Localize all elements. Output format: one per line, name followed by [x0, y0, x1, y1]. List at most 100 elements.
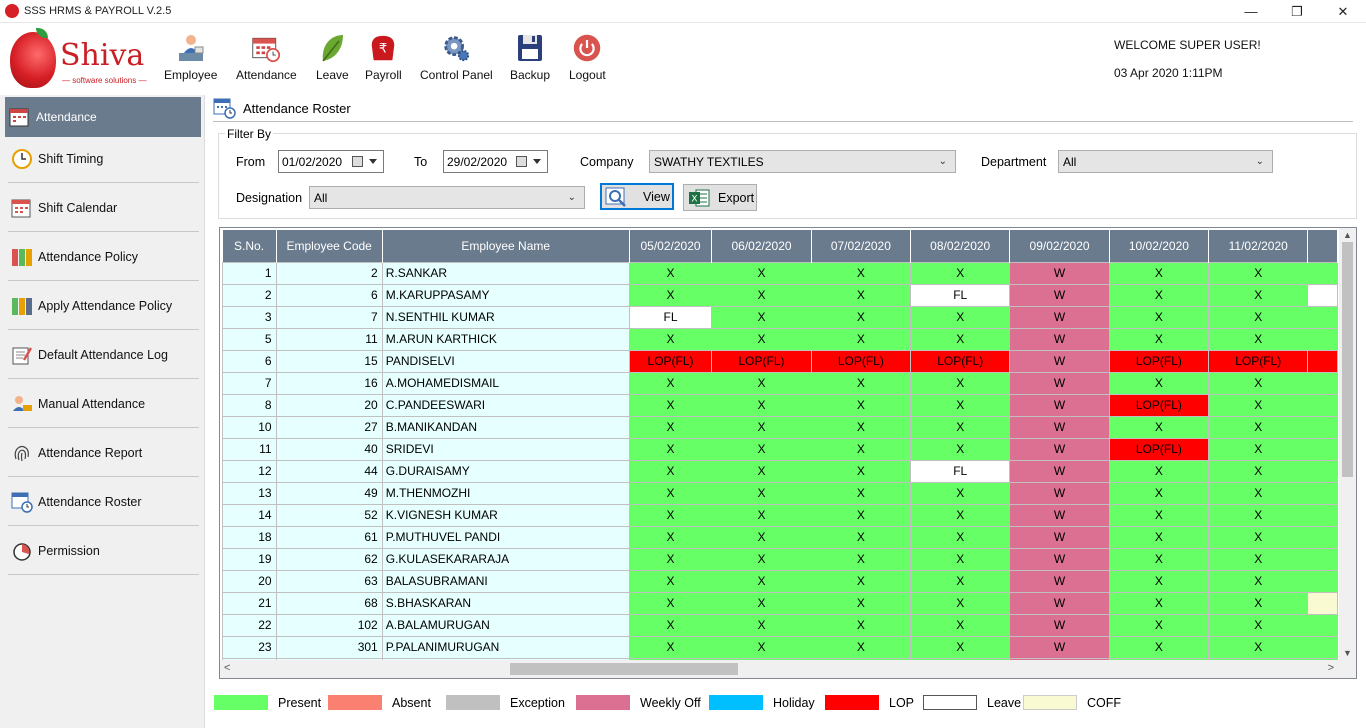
attendance-cell[interactable] [1307, 635, 1338, 659]
attendance-cell[interactable] [1307, 569, 1338, 593]
attendance-cell[interactable] [1307, 481, 1338, 505]
attendance-cell[interactable]: X [910, 613, 1011, 637]
attendance-cell[interactable]: X [628, 327, 713, 351]
attendance-cell[interactable]: X [910, 393, 1011, 417]
attendance-cell[interactable] [1307, 657, 1338, 660]
attendance-cell[interactable]: X [1208, 459, 1309, 483]
attendance-cell[interactable]: X [628, 591, 713, 615]
attendance-cell[interactable]: X [628, 261, 713, 285]
attendance-cell[interactable]: W [1009, 305, 1110, 329]
attendance-cell[interactable]: X [1208, 481, 1309, 505]
attendance-cell[interactable]: X [628, 437, 713, 461]
attendance-cell[interactable]: FL [910, 283, 1011, 307]
attendance-cell[interactable]: X [628, 371, 713, 395]
attendance-cell[interactable]: X [810, 613, 912, 637]
table-row[interactable]: 5 11 M.ARUN KARTHICK X X X X W X X [222, 327, 1338, 351]
roster-grid[interactable]: S.No. Employee Code Employee Name 05/02/202… [219, 227, 1357, 679]
attendance-cell[interactable]: LOP(FL) [1108, 349, 1210, 373]
table-row[interactable]: 12 44 G.DURAISAMY X X X FL W X X [222, 459, 1338, 483]
table-row[interactable]: 22 102 A.BALAMURUGAN X X X X W X X [222, 613, 1338, 637]
toolbar-attendance-button[interactable]: Attendance [236, 31, 297, 82]
toolbar-leave-button[interactable]: Leave [316, 31, 349, 82]
attendance-cell[interactable]: X [711, 437, 812, 461]
table-row[interactable]: 11 40 SRIDEVI X X X X W LOP(FL) X [222, 437, 1338, 461]
designation-select[interactable]: All ⌄ [309, 186, 585, 209]
attendance-cell[interactable]: X [810, 283, 912, 307]
attendance-cell[interactable]: LOP(FL) [1108, 437, 1210, 461]
attendance-cell[interactable]: W [1009, 569, 1110, 593]
attendance-cell[interactable]: X [1108, 371, 1210, 395]
scroll-down-icon[interactable]: ▼ [1343, 648, 1352, 658]
attendance-cell[interactable]: X [711, 459, 812, 483]
attendance-cell[interactable]: W [1009, 613, 1110, 637]
sidebar-item-shift-timing[interactable]: Shift Timing [8, 135, 199, 183]
toolbar-employee-button[interactable]: Employee [164, 31, 217, 82]
attendance-cell[interactable]: X [810, 569, 912, 593]
attendance-cell[interactable]: X [711, 393, 812, 417]
table-row[interactable]: 19 62 G.KULASEKARARAJA X X X X W X X [222, 547, 1338, 571]
column-header[interactable]: 06/02/2020 [711, 230, 812, 262]
attendance-cell[interactable]: X [628, 393, 713, 417]
sidebar-item-attendance-roster[interactable]: Attendance Roster [8, 478, 199, 526]
attendance-cell[interactable]: X [711, 305, 812, 329]
attendance-cell[interactable]: X [810, 327, 912, 351]
attendance-cell[interactable]: X [1208, 437, 1309, 461]
attendance-cell[interactable] [1307, 261, 1338, 285]
scroll-up-icon[interactable]: ▲ [1343, 230, 1352, 240]
attendance-cell[interactable]: X [1108, 613, 1210, 637]
attendance-cell[interactable]: X [1208, 305, 1309, 329]
attendance-cell[interactable]: X [1208, 591, 1309, 615]
attendance-cell[interactable]: X [910, 327, 1011, 351]
column-header[interactable]: S.No. [222, 230, 277, 262]
column-header[interactable]: 05/02/2020 [629, 230, 713, 262]
attendance-cell[interactable]: X [1108, 305, 1210, 329]
attendance-cell[interactable] [1307, 503, 1338, 527]
attendance-cell[interactable] [1307, 459, 1338, 483]
minimize-button[interactable]: — [1244, 4, 1258, 19]
attendance-cell[interactable]: X [711, 481, 812, 505]
attendance-cell[interactable]: X [910, 547, 1011, 571]
attendance-cell[interactable]: X [628, 459, 713, 483]
scroll-left-icon[interactable]: < [224, 662, 231, 674]
attendance-cell[interactable]: W [1009, 371, 1110, 395]
column-header[interactable]: Employee Code [276, 230, 383, 262]
company-select[interactable]: SWATHY TEXTILES ⌄ [649, 150, 956, 173]
table-row[interactable]: 3 7 N.SENTHIL KUMAR FL X X X W X X [222, 305, 1338, 329]
attendance-cell[interactable]: X [1108, 635, 1210, 659]
attendance-cell[interactable]: W [1009, 261, 1110, 285]
attendance-cell[interactable]: X [711, 613, 812, 637]
attendance-cell[interactable]: W [1009, 459, 1110, 483]
attendance-cell[interactable] [1307, 371, 1338, 395]
attendance-cell[interactable]: X [1108, 283, 1210, 307]
sidebar-item-shift-calendar[interactable]: Shift Calendar [8, 184, 199, 232]
attendance-cell[interactable]: X [1108, 459, 1210, 483]
attendance-cell[interactable]: X [1108, 525, 1210, 549]
attendance-cell[interactable]: X [910, 437, 1011, 461]
attendance-cell[interactable]: X [711, 569, 812, 593]
attendance-cell[interactable]: X [810, 371, 912, 395]
attendance-cell[interactable] [1307, 415, 1338, 439]
column-header[interactable]: 09/02/2020 [1009, 230, 1110, 262]
attendance-cell[interactable]: X [1208, 283, 1309, 307]
attendance-cell[interactable]: W [1009, 415, 1110, 439]
attendance-cell[interactable]: X [810, 635, 912, 659]
close-button[interactable]: ✕ [1337, 3, 1349, 19]
column-header[interactable]: 08/02/2020 [910, 230, 1011, 262]
attendance-cell[interactable]: X [1108, 503, 1210, 527]
table-row[interactable]: 2 6 M.KARUPPASAMY X X X FL W X X [222, 283, 1338, 307]
attendance-cell[interactable] [1307, 305, 1338, 329]
horizontal-scrollbar[interactable]: < > [220, 660, 1356, 678]
view-button[interactable]: View [600, 183, 674, 210]
attendance-cell[interactable] [1307, 591, 1338, 615]
column-header[interactable] [1307, 230, 1338, 262]
attendance-cell[interactable]: W [1009, 327, 1110, 351]
sidebar-item-permission[interactable]: Permission [8, 527, 199, 575]
attendance-cell[interactable]: X [1108, 327, 1210, 351]
attendance-cell[interactable]: W [1009, 393, 1110, 417]
attendance-cell[interactable]: X [810, 547, 912, 571]
attendance-cell[interactable]: X [910, 305, 1011, 329]
table-row[interactable] [222, 657, 1338, 660]
attendance-cell[interactable]: FL [910, 459, 1011, 483]
sidebar-item-default-attendance-log[interactable]: Default Attendance Log [8, 331, 199, 379]
attendance-cell[interactable]: LOP(FL) [628, 349, 713, 373]
